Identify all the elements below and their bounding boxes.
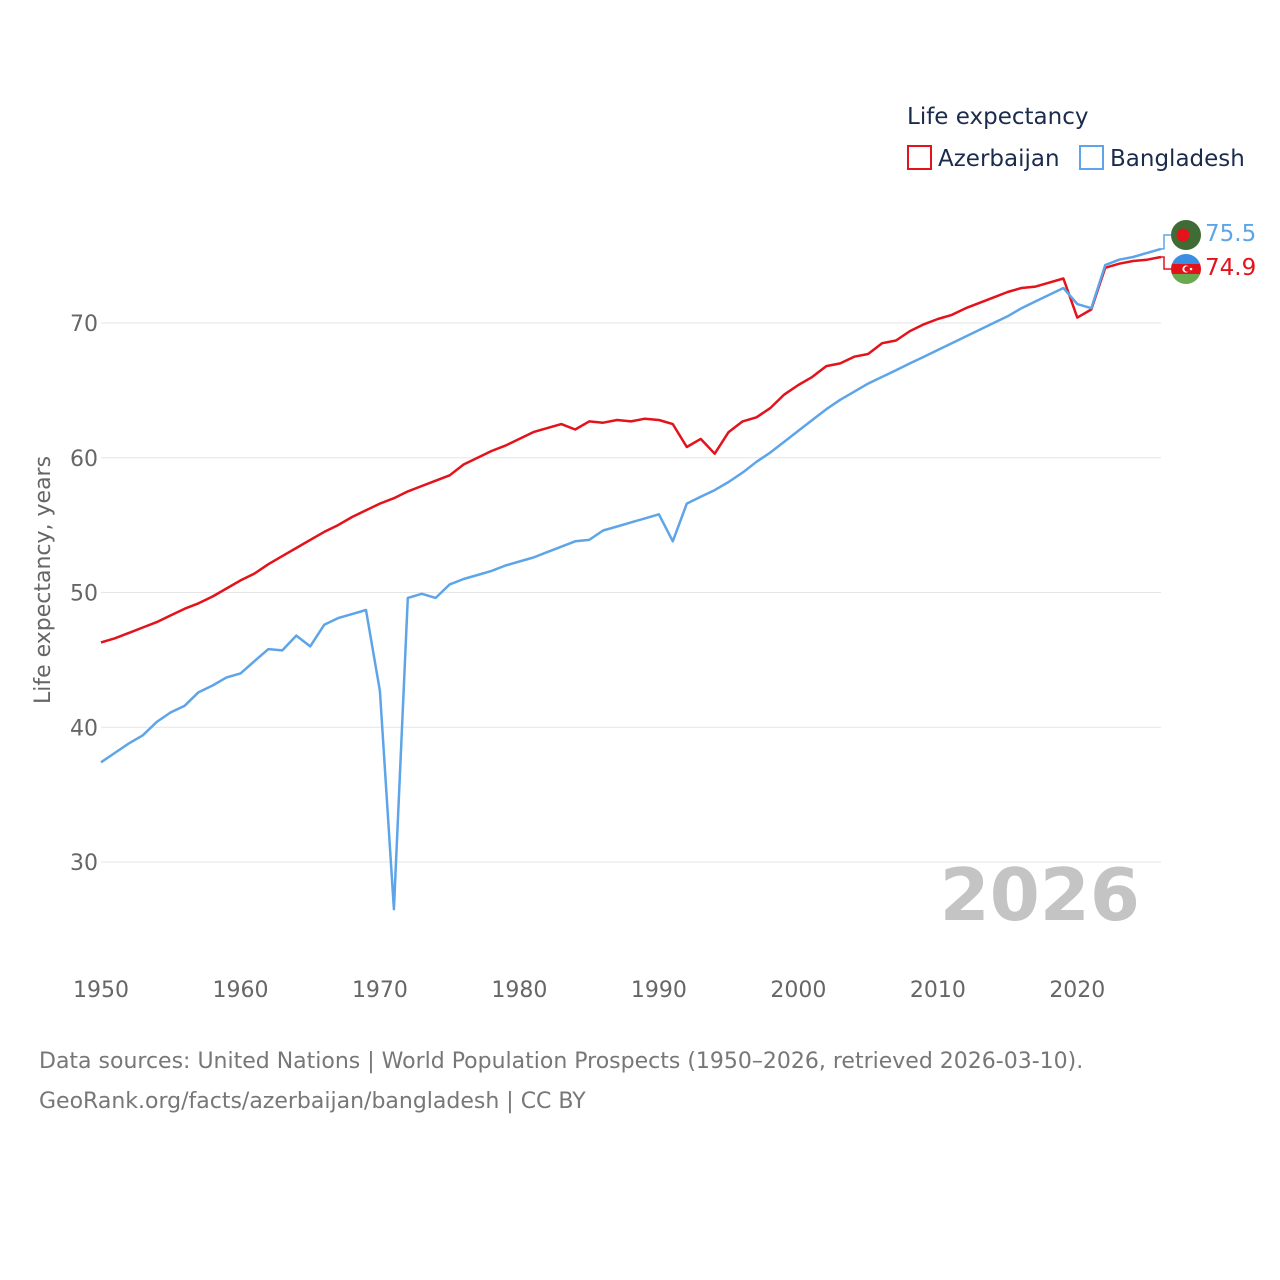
x-tick-label: 1960 [212,978,268,1003]
end-label-bangladesh: 75.5 [1205,221,1256,247]
y-axis-ticks: 30 40 50 60 70 [70,312,98,876]
x-tick-label: 1980 [491,978,547,1003]
legend-swatch-bangladesh [1079,145,1104,170]
connector-bangladesh [1161,234,1171,250]
connector-azerbaijan [1161,256,1171,270]
x-tick-label: 1990 [631,978,687,1003]
x-tick-label: 1970 [352,978,408,1003]
x-tick-label: 2020 [1049,978,1105,1003]
azerbaijan-flag-icon [1171,254,1201,284]
x-tick-label: 2000 [770,978,826,1003]
y-tick-label: 30 [70,851,98,876]
x-tick-label: 1950 [73,978,129,1003]
end-label-connectors [1161,234,1171,270]
legend-title: Life expectancy [907,104,1088,130]
y-axis-label: Life expectancy, years [31,456,56,704]
x-tick-label: 2010 [910,978,966,1003]
legend: Life expectancy Azerbaijan Bangladesh [907,104,1245,172]
series-line-azerbaijan [100,255,1162,644]
legend-label-azerbaijan: Azerbaijan [938,146,1060,172]
x-axis-ticks: 1950 1960 1970 1980 1990 2000 2010 2020 [73,978,1105,1003]
bangladesh-flag-icon [1171,220,1201,250]
source-line-1: Data sources: United Nations | World Pop… [39,1049,1083,1074]
y-tick-label: 70 [70,312,98,337]
gridlines [101,322,1161,863]
year-watermark: 2026 [940,853,1140,937]
legend-swatch-azerbaijan [907,145,932,170]
end-label-azerbaijan: 74.9 [1205,255,1256,281]
source-line-2: GeoRank.org/facts/azerbaijan/bangladesh … [39,1089,586,1114]
legend-label-bangladesh: Bangladesh [1110,146,1245,172]
y-tick-label: 50 [70,582,98,607]
y-tick-label: 40 [70,716,98,741]
series-line-bangladesh [100,247,1162,911]
series-lines [100,247,1162,911]
y-tick-label: 60 [70,447,98,472]
